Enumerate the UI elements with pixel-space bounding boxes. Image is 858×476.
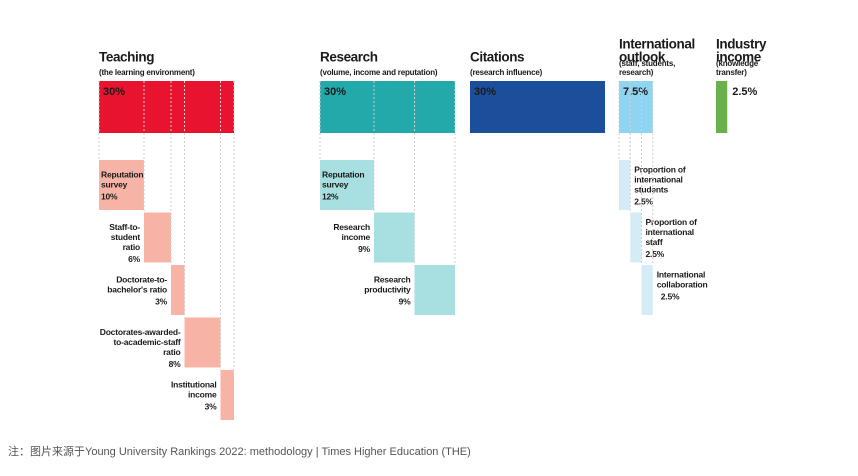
footnote: 注：图片来源于Young University Rankings 2022: m… xyxy=(8,444,471,458)
component-bar xyxy=(184,317,221,368)
component-label: Doctorate-to- xyxy=(116,274,167,284)
group-title: outlook xyxy=(619,50,666,65)
component-bar xyxy=(99,160,144,210)
weight-label: 2.5% xyxy=(732,86,757,98)
group-subtitle: (knowledge xyxy=(716,59,759,68)
component-label: Proportion of xyxy=(634,164,686,174)
component-weight: 6% xyxy=(128,254,141,264)
weight-label: 30% xyxy=(103,86,125,98)
component-weight: 9% xyxy=(399,296,412,306)
component-bar xyxy=(630,212,642,263)
component-weight: 12% xyxy=(322,191,339,201)
component-bar xyxy=(220,370,234,420)
component-bar xyxy=(619,160,631,210)
group-title: Research xyxy=(320,50,378,65)
component-label: Research xyxy=(374,274,411,284)
component-bar xyxy=(414,265,455,315)
component-label: to-academic-staff xyxy=(114,337,181,347)
weight-label: 30% xyxy=(474,86,496,98)
component-label: ratio xyxy=(123,242,140,252)
component-label: survey xyxy=(322,179,349,189)
component-weight: 3% xyxy=(205,401,218,411)
component-weight: 2.5% xyxy=(646,249,665,259)
component-label: Research xyxy=(333,222,370,232)
component-bar xyxy=(320,160,374,210)
component-label: International xyxy=(657,269,705,279)
component-weight: 2.5% xyxy=(634,196,653,206)
component-label: income xyxy=(188,389,217,399)
component-label: students xyxy=(634,184,668,194)
component-label: productivity xyxy=(364,284,411,294)
group-subtitle: (staff, students, xyxy=(619,59,675,68)
component-weight: 10% xyxy=(101,191,118,201)
weight-bar xyxy=(716,81,728,133)
group-subtitle: (volume, income and reputation) xyxy=(320,68,438,77)
group-title: income xyxy=(716,50,762,65)
component-label: Staff-to- xyxy=(109,222,140,232)
weight-bar xyxy=(320,81,455,133)
component-label: student xyxy=(111,232,141,242)
component-weight: 9% xyxy=(358,244,371,254)
component-label: Institutional xyxy=(171,379,217,389)
component-label: Reputation xyxy=(322,169,364,179)
group-title: Teaching xyxy=(99,50,154,65)
component-weight: 2.5% xyxy=(661,291,680,301)
component-label: Reputation xyxy=(101,169,143,179)
group-subtitle: transfer) xyxy=(716,68,747,77)
component-label: international xyxy=(634,174,682,184)
component-bar xyxy=(171,265,185,315)
component-bar xyxy=(374,212,415,263)
component-bar xyxy=(641,265,653,315)
group-subtitle: research) xyxy=(619,68,654,77)
weight-label: 30% xyxy=(324,86,346,98)
component-weight: 8% xyxy=(169,359,182,369)
weight-bar xyxy=(99,81,234,133)
group-title: International xyxy=(619,37,695,52)
group-subtitle: (the learning environment) xyxy=(99,68,195,77)
component-label: ratio xyxy=(163,347,180,357)
component-label: survey xyxy=(101,179,128,189)
group-subtitle: (research influence) xyxy=(470,68,543,77)
component-label: staff xyxy=(646,237,663,247)
component-label: income xyxy=(341,232,370,242)
group-title: Industry xyxy=(716,37,767,52)
weight-bar xyxy=(619,81,653,133)
component-label: international xyxy=(646,227,694,237)
component-label: Doctorates-awarded- xyxy=(100,327,181,337)
component-bar xyxy=(144,212,171,263)
component-weight: 3% xyxy=(155,296,168,306)
component-label: bachelor's ratio xyxy=(107,284,167,294)
weight-bar xyxy=(470,81,605,133)
group-title: Citations xyxy=(470,50,524,65)
component-label: collaboration xyxy=(657,279,708,289)
weight-label: 7.5% xyxy=(623,86,648,98)
component-label: Proportion of xyxy=(646,217,698,227)
